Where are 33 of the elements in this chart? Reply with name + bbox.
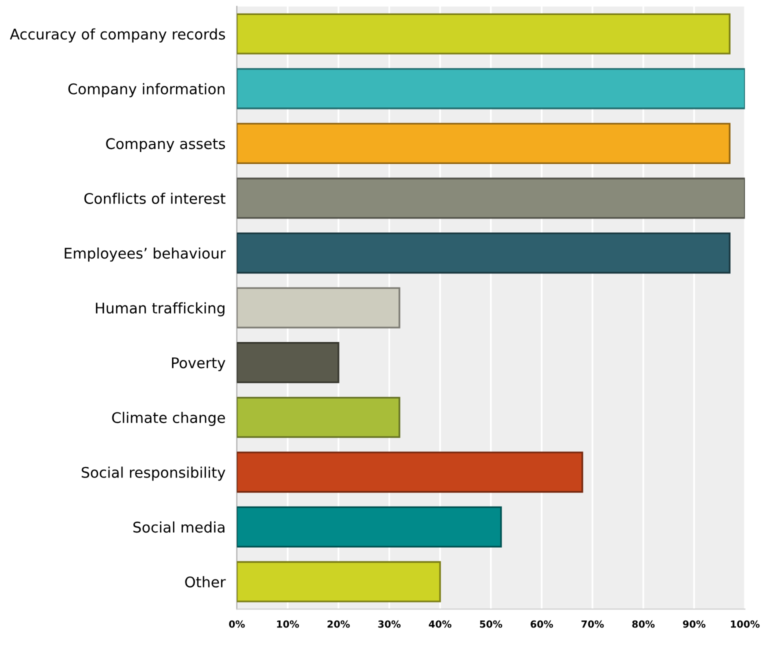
x-tick-label: 60% (530, 620, 553, 628)
bar (236, 452, 584, 493)
y-tick-label: Human trafficking (96, 302, 224, 316)
bar (236, 13, 730, 54)
y-tick-label: Other (185, 576, 226, 588)
x-tick-label: 100% (730, 620, 760, 628)
y-tick-label: Company assets (106, 138, 226, 152)
x-tick-label: 40% (428, 620, 452, 628)
bar (236, 396, 400, 438)
y-tick-label: Climate change (112, 412, 225, 426)
y-tick-label: Social media (133, 521, 224, 533)
bar (236, 342, 340, 384)
y-tick-label: Social responsibility (82, 466, 226, 481)
y-tick-label: Poverty (172, 357, 226, 372)
y-tick-label: Employees’ behaviour (64, 247, 226, 262)
x-tick-label: 50% (480, 620, 502, 628)
y-tick-label: Company information (68, 83, 224, 98)
bar (236, 122, 730, 164)
x-tick-label: 70% (581, 620, 604, 628)
bar (236, 232, 730, 274)
bar (236, 561, 441, 602)
y-tick-label: Accuracy of company records (10, 28, 226, 42)
x-tick-label: 90% (682, 620, 706, 628)
bar (236, 178, 745, 219)
y-tick-label: Conflicts of interest (84, 192, 226, 204)
bar (236, 506, 502, 548)
bar (236, 68, 745, 110)
x-tick-label: 10% (277, 620, 299, 628)
x-tick-label: 0% (229, 620, 245, 628)
x-tick-label: 80% (632, 620, 655, 628)
x-tick-label: 30% (378, 620, 401, 628)
bar (236, 287, 400, 328)
x-tick-label: 20% (328, 620, 350, 628)
